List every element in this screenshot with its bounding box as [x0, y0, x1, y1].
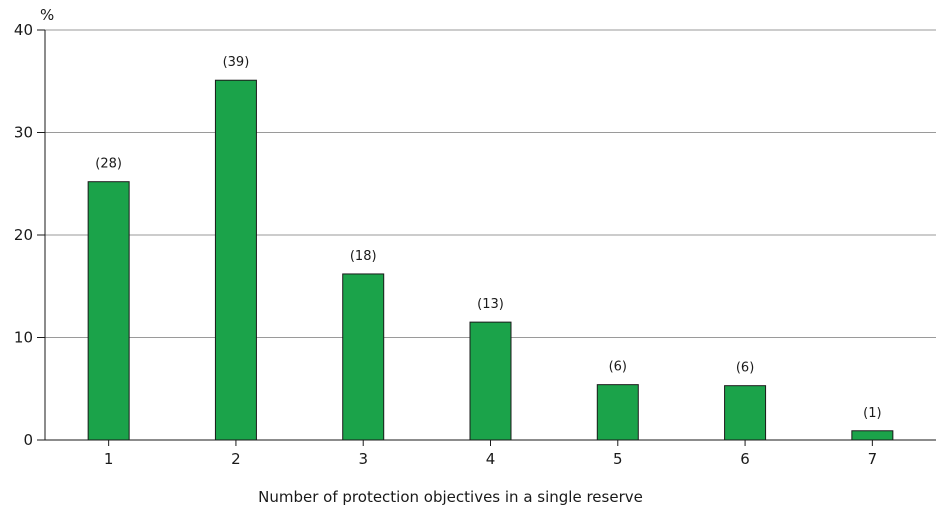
y-tick-label-40: 40: [14, 21, 33, 39]
y-tick-label-30: 30: [14, 124, 33, 142]
x-axis-ticks: 1 2 3 4 5 6 7: [104, 440, 877, 468]
gridlines: [45, 29, 936, 338]
bar-6: [724, 385, 767, 441]
x-tick-label-5: 5: [613, 450, 623, 468]
bar-3: [342, 273, 385, 441]
data-label-6: (6): [736, 361, 754, 376]
y-tick-label-0: 0: [23, 431, 33, 449]
data-label-2: (39): [223, 55, 250, 70]
y-axis-unit-label: %: [40, 6, 54, 24]
bar-4: [469, 321, 512, 441]
y-tick-label-20: 20: [14, 226, 33, 244]
x-tick-label-1: 1: [104, 450, 114, 468]
x-tick-label-3: 3: [358, 450, 368, 468]
data-label-7: (1): [863, 406, 881, 421]
x-tick-label-6: 6: [740, 450, 750, 468]
data-labels: (28) (39) (18) (13) (6) (6) (1): [95, 55, 881, 421]
bar-2: [214, 79, 257, 441]
data-label-1: (28): [95, 157, 122, 172]
x-tick-label-4: 4: [486, 450, 496, 468]
x-tick-label-2: 2: [231, 450, 241, 468]
bar-5: [596, 384, 639, 441]
y-tick-label-10: 10: [14, 329, 33, 347]
bars: [87, 79, 894, 441]
y-axis-ticks: 0 10 20 30 40: [14, 21, 45, 449]
data-label-5: (6): [609, 360, 627, 375]
x-tick-label-7: 7: [868, 450, 878, 468]
bar-7: [851, 430, 894, 441]
x-axis-title: Number of protection objectives in a sin…: [258, 488, 643, 506]
data-label-3: (18): [350, 249, 377, 264]
bar-1: [87, 181, 130, 441]
data-label-4: (13): [477, 297, 504, 312]
